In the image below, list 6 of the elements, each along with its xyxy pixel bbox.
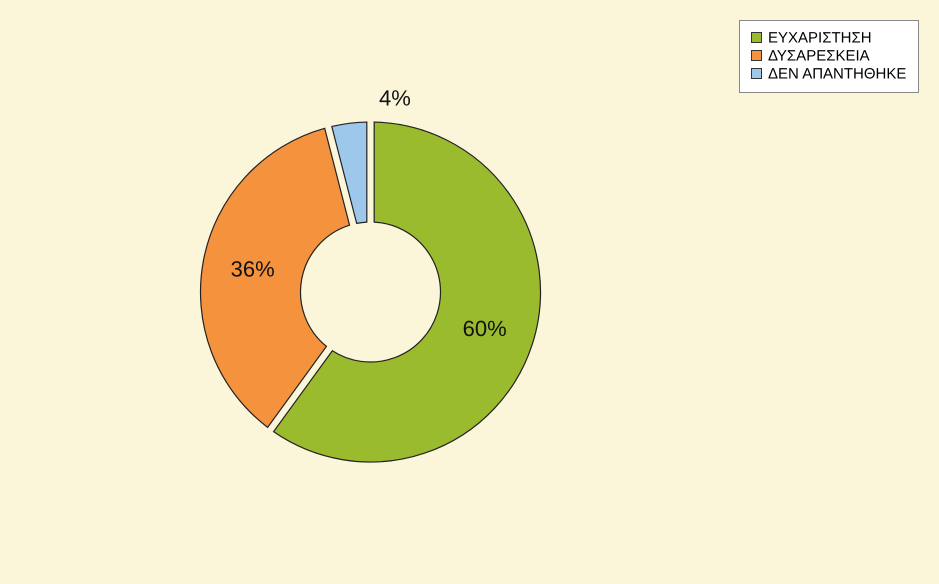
data-label: 4% — [379, 86, 411, 111]
legend-label: ΔΕΝ ΑΠΑΝΤΗΘΗΚΕ — [768, 66, 906, 82]
legend-label: ΔΥΣΑΡΕΣΚΕΙΑ — [768, 48, 870, 64]
data-label: 36% — [230, 256, 275, 282]
legend-label: ΕΥΧΑΡΙΣΤΗΣΗ — [768, 30, 872, 46]
data-label: 60% — [462, 316, 507, 342]
